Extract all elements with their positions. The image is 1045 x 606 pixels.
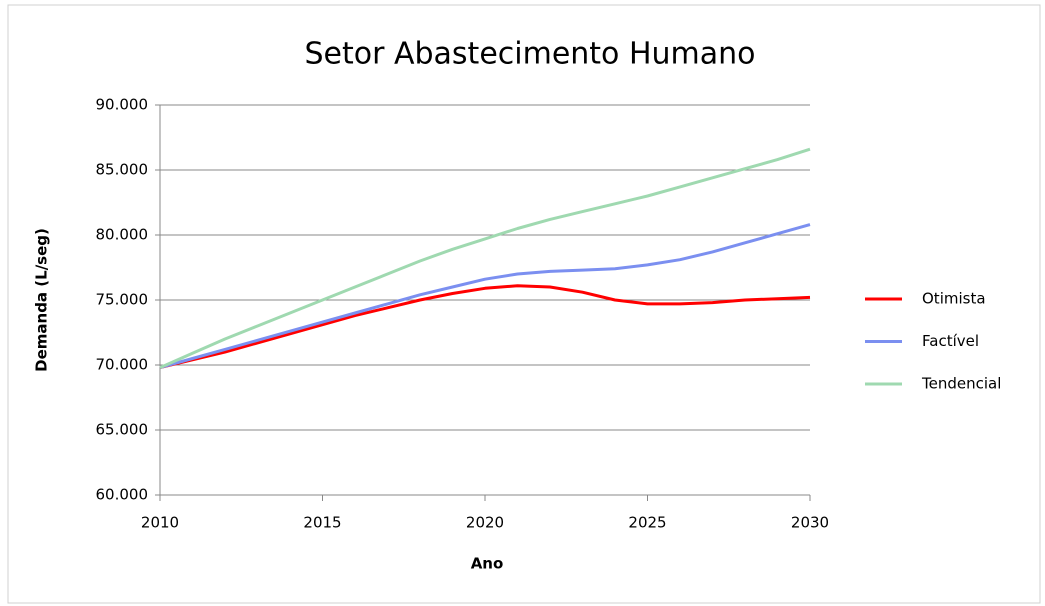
x-tick-label: 2025 — [628, 514, 666, 532]
y-axis-title: Demanda (L/seg) — [33, 228, 51, 372]
y-tick-label: 90.000 — [96, 96, 149, 114]
series-line — [159, 147, 811, 369]
y-tick-label: 75.000 — [96, 291, 149, 309]
y-tick-label: 70.000 — [96, 356, 149, 374]
y-tick-label: 60.000 — [96, 486, 149, 504]
chart-frame — [7, 4, 1041, 604]
legend-label: Tendencial — [921, 375, 1001, 393]
series-line — [159, 223, 811, 370]
legend-label: Factível — [922, 332, 979, 350]
x-tick-label: 2010 — [141, 514, 179, 532]
x-tick-label: 2015 — [303, 514, 341, 532]
y-tick-label: 65.000 — [96, 421, 149, 439]
x-tick-label: 2030 — [791, 514, 829, 532]
x-tick-label: 2020 — [466, 514, 504, 532]
series-line — [159, 284, 811, 370]
y-tick-label: 80.000 — [96, 226, 149, 244]
chart-title: Setor Abastecimento Humano — [304, 37, 755, 72]
legend-label: Otimista — [922, 290, 986, 308]
x-axis-title: Ano — [471, 555, 504, 573]
y-tick-label: 85.000 — [96, 161, 149, 179]
